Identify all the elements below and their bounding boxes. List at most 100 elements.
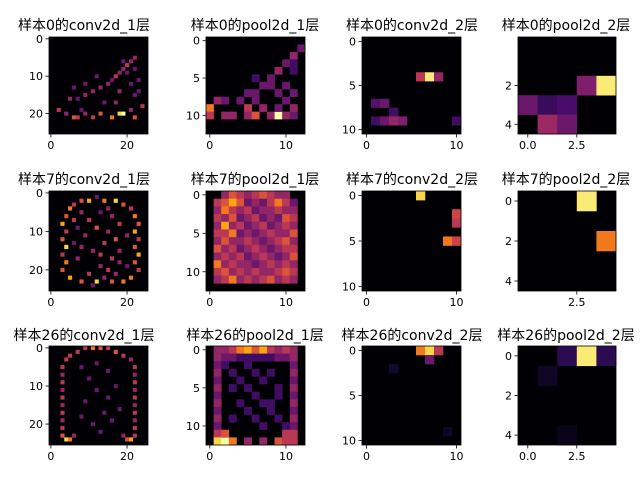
heatmap-cell xyxy=(221,191,230,199)
heatmap-cell xyxy=(236,376,245,385)
heatmap-cell xyxy=(596,346,617,367)
heatmap-cell xyxy=(228,368,237,377)
y-tick-label: 5 xyxy=(349,390,356,403)
heatmap-cell xyxy=(251,346,260,354)
heatmap-cell xyxy=(125,264,130,269)
heatmap-cell xyxy=(236,244,245,253)
heatmap-cell xyxy=(425,355,435,365)
panel-title: 样本7的conv2d_2层 xyxy=(346,172,478,188)
heatmap-cell xyxy=(236,275,245,284)
heatmap-cell xyxy=(113,271,118,276)
heatmap-cell xyxy=(259,267,268,276)
axes-frame xyxy=(205,345,306,446)
heatmap-cell xyxy=(132,365,137,370)
heatmap-cell xyxy=(289,275,298,284)
heatmap-cell xyxy=(136,78,141,83)
x-tick-label: 10 xyxy=(279,139,293,152)
heatmap-cell xyxy=(121,279,126,284)
heatmap-cell xyxy=(132,433,137,438)
heatmap-cell xyxy=(213,429,222,438)
heatmap-cell xyxy=(244,406,252,415)
heatmap-cell xyxy=(289,51,298,60)
heatmap-cell xyxy=(282,111,291,120)
heatmap-cell xyxy=(389,116,399,126)
y-tick-label: 10 xyxy=(186,109,200,122)
heatmap-cell xyxy=(213,361,222,370)
heatmap-cell xyxy=(244,267,252,276)
heatmap-panel: 样本7的pool2d_2层 2.5 0 2 4 xyxy=(502,172,631,309)
heatmap-cell xyxy=(416,346,426,356)
y-tick-label: 0 xyxy=(505,350,512,363)
heatmap-cell xyxy=(266,206,275,215)
y-tick-label: 0 xyxy=(36,342,43,355)
heatmap-cell xyxy=(94,279,99,284)
heatmap-cell xyxy=(128,107,134,112)
heatmap-cell xyxy=(64,357,69,362)
heatmap-cell xyxy=(289,437,298,446)
x-tick-label: 0.0 xyxy=(519,450,537,463)
x-tick-label: 0 xyxy=(206,139,213,152)
heatmap-cell xyxy=(90,89,95,94)
heatmap-cell xyxy=(221,361,230,370)
heatmap-cell xyxy=(576,75,597,96)
heatmap-cell xyxy=(259,81,268,90)
panel-title: 样本0的conv2d_2层 xyxy=(346,18,478,34)
heatmap-cell xyxy=(121,59,126,64)
heatmap-cell xyxy=(117,406,122,412)
heatmap-cell xyxy=(106,206,111,211)
heatmap-cell xyxy=(87,376,92,381)
heatmap-cell xyxy=(106,368,111,373)
x-tick-label: 20 xyxy=(120,139,134,152)
heatmap-cell xyxy=(576,191,597,212)
y-tick-label: 0 xyxy=(193,189,200,202)
heatmap-cell xyxy=(443,427,453,437)
heatmap-cell xyxy=(60,237,65,242)
heatmap-cell xyxy=(213,198,222,207)
heatmap-cell xyxy=(274,252,283,261)
heatmap-cell xyxy=(236,206,245,215)
heatmap-cell xyxy=(60,410,65,415)
heatmap-cell xyxy=(132,425,137,431)
heatmap-cell xyxy=(83,399,88,404)
heatmap-cell xyxy=(274,353,283,362)
y-tick-label: 0 xyxy=(36,33,43,46)
heatmap-cell xyxy=(221,260,230,269)
x-tick-label: 0 xyxy=(47,450,54,463)
heatmap-cell xyxy=(68,96,73,101)
heatmap-cell xyxy=(259,206,268,215)
heatmap-cell xyxy=(98,111,103,116)
heatmap-cell xyxy=(94,74,99,79)
heatmap-cell xyxy=(60,372,65,377)
heatmap-cell xyxy=(266,198,275,207)
heatmap-cell xyxy=(259,353,268,362)
heatmap-cell xyxy=(274,221,283,230)
heatmap-cell xyxy=(236,221,245,230)
heatmap-cell xyxy=(266,214,275,223)
heatmap-cell xyxy=(289,260,298,269)
heatmap-cell xyxy=(244,198,252,207)
heatmap-cell xyxy=(228,244,237,253)
heatmap-cell xyxy=(132,372,137,377)
heatmap-cell xyxy=(537,114,558,135)
heatmap-cell xyxy=(289,59,298,68)
heatmap-cell xyxy=(79,210,84,215)
y-tick-label: 0 xyxy=(36,187,43,200)
heatmap-cell xyxy=(221,275,230,284)
heatmap-cell xyxy=(259,346,268,354)
heatmap-cell xyxy=(236,267,245,276)
heatmap-cell xyxy=(289,368,298,377)
heatmap-cell xyxy=(60,221,65,226)
heatmap-cell xyxy=(274,391,283,400)
heatmap-cell xyxy=(71,202,76,207)
heatmap-cell xyxy=(259,437,268,446)
heatmap-cell xyxy=(79,198,84,203)
heatmap-cell xyxy=(64,437,69,442)
heatmap-cell xyxy=(121,202,126,207)
y-tick-label: 10 xyxy=(342,124,356,137)
heatmap-cell xyxy=(136,237,141,242)
heatmap-cell xyxy=(274,414,283,423)
heatmap-cell xyxy=(113,100,118,105)
x-tick-label: 10 xyxy=(279,296,293,309)
heatmap-cell xyxy=(83,111,88,116)
